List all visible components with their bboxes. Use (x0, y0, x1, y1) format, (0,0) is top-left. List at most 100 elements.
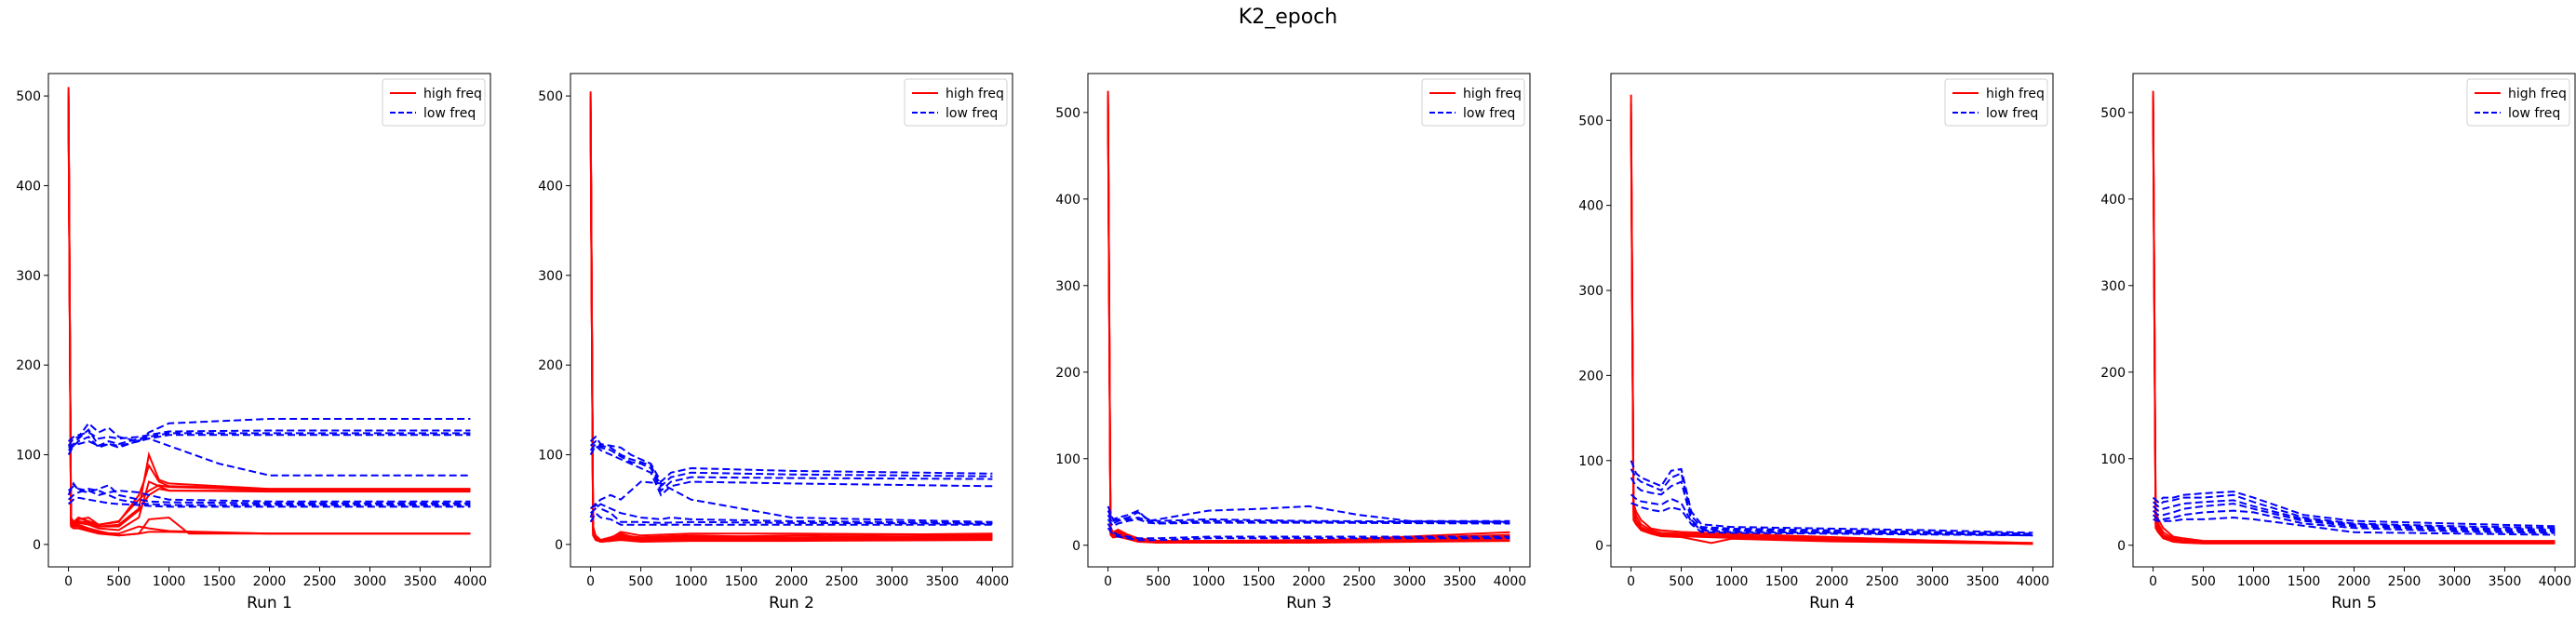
chart-panel-2: 0 500 1000 1500 2000 2500 3000 3500 4000 0 100 200 3… (538, 73, 1013, 612)
x-tick-label: 4000 (2539, 574, 2572, 589)
low-freq-line-11 (68, 428, 471, 449)
legend-box (382, 78, 486, 127)
low-freq-line-12 (1107, 527, 1510, 542)
high-freq-line-1 (2152, 90, 2556, 543)
x-tick-label: 500 (1146, 574, 1171, 589)
x-tick-label: 4000 (454, 574, 488, 589)
y-tick-label: 500 (1578, 114, 1603, 128)
high-freq-line-5 (67, 100, 471, 532)
x-axis-label: Run 3 (1286, 594, 1332, 612)
low-freq-line-13 (67, 437, 471, 477)
y-tick-label: 400 (16, 179, 41, 194)
x-tick-label: 0 (2149, 574, 2157, 589)
low-freq-line-10 (1630, 502, 2033, 537)
legend-label: low freq (1986, 106, 2038, 121)
x-tick-label: 3000 (876, 574, 909, 589)
high-freq-line-1 (67, 87, 471, 527)
y-tick-label: 500 (16, 89, 41, 104)
series-group (1630, 94, 2033, 545)
high-freq-line-1 (1107, 90, 1510, 543)
y-tick-label: 300 (2100, 279, 2126, 294)
low-freq-line-15 (589, 502, 993, 525)
high-freq-line-8 (67, 106, 471, 535)
high-freq-line-4 (589, 104, 993, 544)
y-tick-label: 300 (16, 269, 41, 284)
high-freq-line-4 (67, 97, 471, 528)
x-tick-label: 1500 (1242, 574, 1276, 589)
x-tick-label: 3500 (2489, 574, 2522, 589)
low-freq-line-6 (2152, 491, 2556, 528)
high-freq-line-4 (1630, 115, 2033, 545)
low-freq-line-15 (67, 481, 471, 505)
x-tick-label: 2500 (1866, 574, 1899, 589)
low-freq-line-10 (589, 439, 993, 488)
series-group (1107, 90, 1510, 545)
x-tick-label: 0 (586, 574, 595, 589)
x-tick-label: 500 (2191, 574, 2216, 589)
x-tick-label: 1500 (1765, 574, 1799, 589)
x-tick-label: 2500 (825, 574, 859, 589)
high-freq-line-3 (1630, 112, 2033, 545)
y-tick-label: 500 (2100, 106, 2126, 121)
legend-label: high freq (423, 87, 482, 101)
low-freq-line-14 (589, 503, 993, 524)
high-freq-line-7 (589, 114, 993, 543)
y-tick-label: 100 (1055, 452, 1080, 467)
low-freq-line-7 (2152, 493, 2556, 530)
high-freq-line-7 (67, 104, 471, 537)
low-freq-line-9 (1107, 514, 1510, 525)
x-tick-label: 0 (1104, 574, 1112, 589)
x-tick-label: 1000 (2237, 574, 2271, 589)
x-tick-label: 500 (106, 574, 131, 589)
legend-label: high freq (2508, 87, 2567, 101)
x-tick-label: 2000 (1293, 574, 1326, 589)
low-freq-line-9 (589, 435, 993, 484)
legend-box (2466, 78, 2570, 127)
low-freq-line-17 (67, 496, 471, 508)
low-freq-line-12 (589, 444, 993, 497)
y-tick-label: 200 (16, 358, 41, 373)
x-tick-label: 0 (64, 574, 73, 589)
legend: high freq low freq (904, 78, 1008, 127)
series-group (2152, 90, 2556, 545)
low-freq-line-11 (1107, 522, 1510, 540)
x-tick-label: 3500 (926, 574, 959, 589)
legend-box (1421, 78, 1525, 127)
x-tick-label: 3500 (1966, 574, 2000, 589)
x-tick-label: 1500 (2288, 574, 2321, 589)
low-freq-line-16 (67, 488, 471, 506)
high-freq-line-5 (1107, 108, 1510, 544)
legend: high freq low freq (1421, 78, 1525, 127)
y-tick-label: 100 (538, 449, 563, 464)
y-tick-label: 200 (1055, 366, 1080, 381)
y-tick-label: 400 (538, 179, 563, 194)
high-freq-line-5 (589, 106, 993, 543)
x-tick-label: 1500 (725, 574, 758, 589)
legend-label: high freq (1463, 87, 1522, 101)
x-tick-label: 2000 (253, 574, 287, 589)
y-tick-label: 500 (1055, 106, 1080, 121)
y-tick-label: 200 (2100, 366, 2126, 381)
low-freq-line-7 (1107, 505, 1510, 522)
low-freq-line-9 (2152, 503, 2556, 532)
legend-label: low freq (423, 106, 476, 121)
chart-panel-5: 0 500 1000 1500 2000 2500 3000 3500 4000 0 100 200 3… (2100, 73, 2576, 612)
high-freq-line-5 (1630, 120, 2033, 545)
low-freq-line-11 (2153, 516, 2556, 536)
high-freq-line-3 (1107, 99, 1510, 543)
x-axis-label: Run 4 (1809, 594, 1855, 612)
high-freq-line-8 (589, 115, 993, 544)
low-freq-line-10 (67, 429, 471, 442)
legend-box (904, 78, 1008, 127)
high-freq-line-2 (1107, 95, 1510, 543)
y-tick-label: 500 (538, 89, 563, 104)
y-tick-label: 400 (1055, 193, 1080, 208)
high-freq-line-4 (1107, 103, 1510, 545)
y-tick-label: 100 (2100, 452, 2126, 467)
low-freq-line-11 (589, 442, 993, 492)
y-tick-label: 0 (33, 538, 41, 553)
low-freq-line-8 (1630, 477, 2033, 536)
x-tick-label: 4000 (2017, 574, 2050, 589)
y-tick-label: 100 (16, 449, 41, 464)
x-tick-label: 3000 (1916, 574, 1950, 589)
